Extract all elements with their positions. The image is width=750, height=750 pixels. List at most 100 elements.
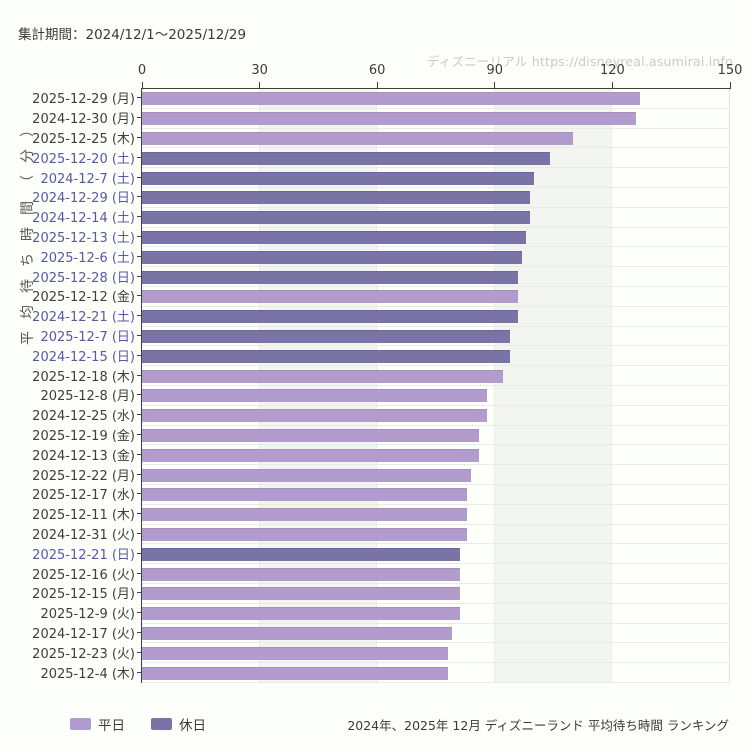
- horizontal-gridline: [142, 107, 730, 109]
- y-tick-label: 2025-12-7 (日): [40, 329, 135, 345]
- x-axis-tick-mark: [729, 82, 731, 89]
- y-axis-tick-mark: [137, 394, 141, 396]
- vertical-gridline: [258, 89, 260, 683]
- y-axis-row: 2025-12-29 (月): [0, 88, 141, 108]
- y-axis-tick-mark: [137, 216, 141, 218]
- y-axis-row: 2025-12-23 (火): [0, 642, 141, 662]
- y-axis-tick-mark: [137, 493, 141, 495]
- vertical-gridline: [493, 89, 495, 683]
- bar: [142, 270, 519, 284]
- y-axis-row: 2025-12-8 (月): [0, 385, 141, 405]
- y-axis-row: 2024-12-15 (日): [0, 345, 141, 365]
- y-axis-row: 2024-12-21 (土): [0, 306, 141, 326]
- y-tick-label: 2025-12-16 (火): [32, 567, 135, 583]
- horizontal-gridline: [142, 424, 730, 426]
- bar: [142, 231, 527, 244]
- horizontal-gridline: [142, 444, 730, 446]
- y-tick-label: 2025-12-29 (月): [32, 92, 135, 108]
- y-tick-label: 2025-12-12 (金): [32, 290, 135, 306]
- bar: [142, 112, 636, 126]
- legend-label-holiday: 休日: [179, 718, 206, 734]
- horizontal-gridline: [142, 226, 730, 228]
- horizontal-gridline: [142, 503, 730, 505]
- y-tick-label: 2025-12-19 (金): [32, 428, 135, 444]
- y-axis-row: 2024-12-7 (土): [0, 167, 141, 187]
- bar: [142, 290, 519, 304]
- bar: [142, 250, 523, 264]
- x-axis-tick-mark: [141, 82, 143, 89]
- y-tick-label: 2025-12-18 (木): [32, 369, 135, 385]
- bar: [142, 607, 460, 621]
- bar: [142, 488, 468, 502]
- horizontal-gridline: [142, 385, 730, 386]
- y-axis-tick-mark: [137, 592, 141, 594]
- y-axis-row: 2025-12-6 (土): [0, 246, 141, 266]
- y-axis-tick-mark: [137, 117, 141, 119]
- y-axis-row: 2025-12-25 (木): [0, 128, 141, 148]
- holiday-color-swatch: [151, 718, 172, 730]
- horizontal-gridline: [142, 266, 730, 268]
- bar: [142, 468, 472, 482]
- y-axis-row: 2025-12-13 (土): [0, 227, 141, 247]
- y-tick-label: 2024-12-15 (日): [32, 349, 135, 365]
- legend-item-weekday: 平日: [70, 714, 125, 734]
- y-axis-tick-mark: [137, 612, 141, 614]
- horizontal-gridline: [142, 127, 730, 129]
- y-axis-row: 2024-12-29 (日): [0, 187, 141, 207]
- bar: [142, 310, 519, 324]
- y-axis-tick-mark: [137, 97, 141, 99]
- horizontal-gridline: [142, 365, 730, 367]
- y-axis-tick-mark: [137, 572, 141, 574]
- x-axis-tick-label: 60: [368, 63, 386, 78]
- legend-label-weekday: 平日: [98, 718, 125, 734]
- y-axis-row: 2024-12-17 (火): [0, 623, 141, 643]
- y-axis-row: 2024-12-30 (月): [0, 108, 141, 128]
- plot-area: 0 30 60 90 120 150: [138, 63, 742, 683]
- y-tick-label: 2024-12-21 (土): [32, 310, 135, 326]
- y-axis-row: 2025-12-7 (日): [0, 326, 141, 346]
- y-axis-tick-mark: [137, 255, 141, 257]
- y-axis-row: 2025-12-12 (金): [0, 286, 141, 306]
- bar: [142, 151, 550, 165]
- y-tick-label: 2024-12-25 (水): [32, 409, 135, 425]
- y-axis-tick-mark: [137, 651, 141, 653]
- y-axis-row: 2025-12-17 (水): [0, 484, 141, 504]
- horizontal-gridline: [142, 167, 730, 169]
- y-tick-label: 2024-12-30 (月): [32, 112, 135, 128]
- horizontal-gridline: [142, 583, 730, 584]
- y-tick-label: 2025-12-17 (水): [32, 488, 135, 504]
- y-axis-tick-mark: [137, 374, 141, 376]
- horizontal-gridline: [142, 147, 730, 149]
- chart-legend: 平日 休日: [70, 714, 206, 734]
- bar: [142, 191, 531, 205]
- y-axis-row: 2024-12-13 (金): [0, 444, 141, 464]
- shaded-band: [494, 89, 613, 683]
- horizontal-gridline: [142, 622, 730, 624]
- bar: [142, 369, 503, 383]
- y-axis-row: 2025-12-11 (木): [0, 504, 141, 524]
- y-tick-label: 2025-12-13 (土): [32, 230, 135, 246]
- bar: [142, 409, 487, 423]
- horizontal-gridline: [142, 206, 730, 208]
- y-axis-tick-mark: [137, 631, 141, 633]
- weekday-color-swatch: [70, 718, 91, 730]
- y-axis-tick-mark: [137, 473, 141, 475]
- y-axis-row: 2024-12-14 (土): [0, 207, 141, 227]
- y-axis-row: 2024-12-25 (水): [0, 405, 141, 425]
- y-tick-label: 2025-12-8 (月): [40, 389, 135, 405]
- y-axis-row: 2025-12-18 (木): [0, 365, 141, 385]
- y-axis-tick-mark: [137, 295, 141, 297]
- y-tick-label: 2024-12-14 (土): [32, 211, 135, 227]
- y-tick-label: 2025-12-25 (木): [32, 131, 135, 147]
- y-tick-label: 2025-12-23 (火): [32, 646, 135, 662]
- legend-item-holiday: 休日: [151, 714, 206, 734]
- y-tick-label: 2025-12-20 (土): [32, 151, 135, 167]
- horizontal-gridline: [142, 246, 730, 248]
- chart-caption: 2024年、2025年 12月 ディズニーランド 平均待ち時間 ランキング: [347, 718, 729, 733]
- y-tick-label: 2025-12-22 (月): [32, 468, 135, 484]
- y-tick-label: 2025-12-4 (木): [40, 666, 135, 682]
- horizontal-gridline: [142, 187, 730, 188]
- y-axis-tick-mark: [137, 433, 141, 435]
- bar: [142, 646, 448, 660]
